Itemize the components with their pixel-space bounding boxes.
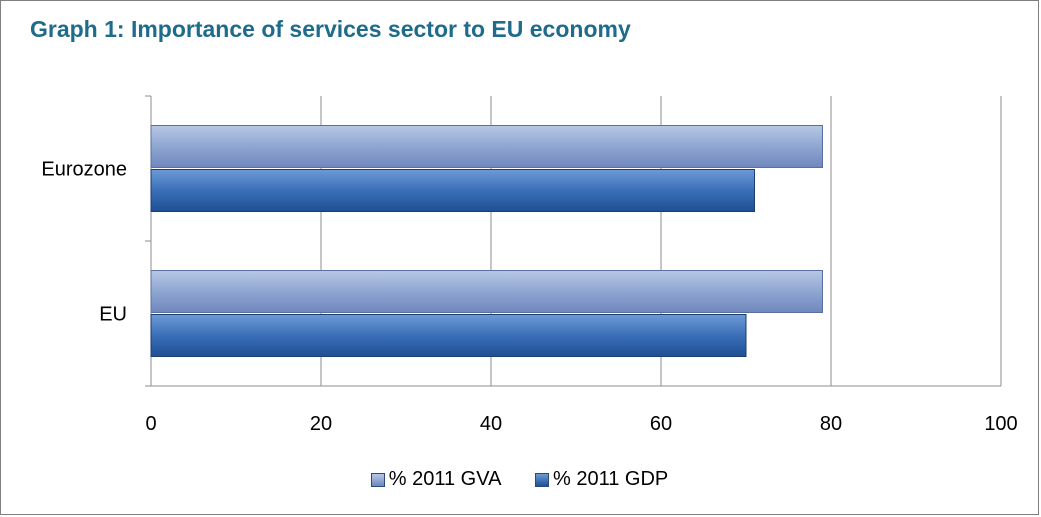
x-tick-label: 20 (310, 413, 332, 435)
category-label: EU (99, 304, 127, 326)
legend-label-gva: % 2011 GVA (388, 468, 502, 490)
x-tick-label: 100 (984, 413, 1017, 435)
legend-label-gdp: % 2011 GDP (552, 468, 669, 490)
x-tick-label: 60 (650, 413, 672, 435)
legend-swatch-gva (370, 472, 385, 487)
x-tick-label: 40 (480, 413, 502, 435)
legend-swatch-gdp (534, 472, 549, 487)
legend-item-gdp: % 2011 GDP (534, 468, 669, 491)
chart-legend: % 2011 GVA % 2011 GDP (0, 468, 1039, 493)
chart-title: Graph 1: Importance of services sector t… (30, 16, 631, 42)
legend-item-gva: % 2011 GVA (370, 468, 502, 491)
category-label: Eurozone (41, 159, 127, 181)
bar-gdp-eu (150, 314, 747, 357)
x-tick-label: 80 (820, 413, 842, 435)
bar-gdp-eurozone (150, 169, 755, 212)
bar-gva-eurozone (150, 125, 823, 168)
x-tick-label: 0 (145, 413, 156, 435)
bar-gva-eu (150, 270, 823, 313)
